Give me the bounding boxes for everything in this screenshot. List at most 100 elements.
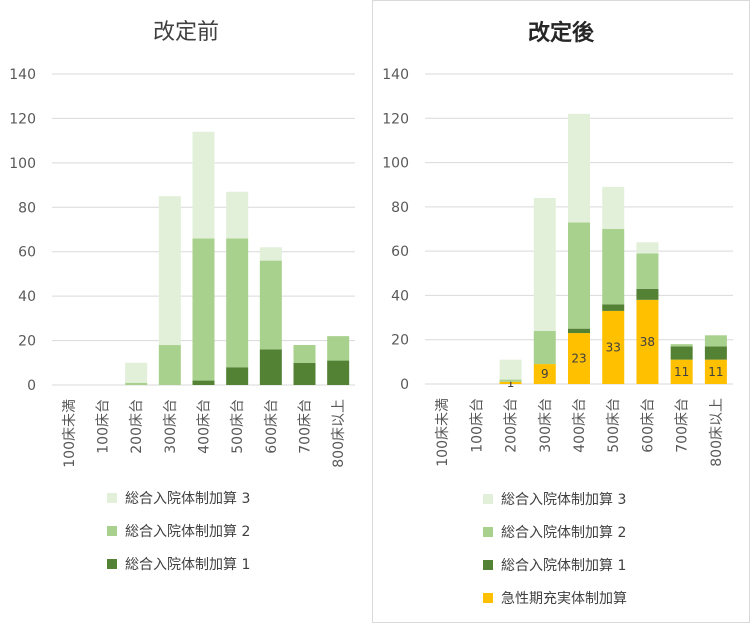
chart-panel-before: 改定前 0 20 40 60 80 100 120 140 100床未満 100床台 200床台 30… — [0, 0, 372, 623]
legend-swatch — [107, 493, 117, 503]
data-label: 38 — [640, 335, 655, 349]
bar-segment — [533, 330, 556, 365]
y-tick-label: 40 — [18, 289, 36, 305]
bar-segment — [192, 380, 215, 385]
legend-label: 総合入院体制加算 3 — [125, 491, 251, 507]
data-label: 11 — [674, 365, 689, 379]
y-tick-label: 80 — [391, 200, 409, 216]
x-tick-label: 100床台 — [96, 399, 112, 454]
legend-swatch — [107, 559, 117, 569]
bar-segment — [602, 310, 625, 384]
chart-svg-before: 0 20 40 60 80 100 120 140 100床未満 100床台 200床台 300床台 4… — [9, 67, 355, 468]
legend-item: 総合入院体制加算 2 — [107, 521, 250, 541]
legend-swatch — [107, 526, 117, 536]
bar-segment — [568, 222, 590, 329]
legend-swatch — [483, 527, 493, 537]
y-tick-label: 60 — [391, 244, 409, 260]
bar-segment — [636, 242, 659, 254]
legend-item: 急性期充実体制加算 — [483, 588, 627, 608]
chart-panel-after: 改定後 0 20 40 60 80 100 120 140 100床未満 100床台 1 200床台 9… — [372, 0, 750, 623]
bar-segment — [636, 288, 659, 300]
bar-segment — [670, 359, 693, 384]
chart-svg-after: 0 20 40 60 80 100 120 140 100床未満 100床台 1 200床台 9 300床… — [382, 67, 733, 467]
x-tick-label: 200床台 — [504, 398, 520, 453]
data-label: 9 — [541, 367, 549, 381]
data-label: 33 — [606, 340, 621, 354]
y-tick-label: 120 — [9, 111, 36, 127]
bar-segment — [704, 359, 727, 384]
y-tick-label: 100 — [9, 156, 36, 172]
x-tick-label: 700床台 — [298, 399, 314, 454]
y-tick-label: 20 — [391, 333, 409, 349]
x-tick-label: 700床台 — [675, 398, 691, 453]
y-tick-label: 0 — [27, 378, 36, 394]
x-tick-label: 200床台 — [129, 399, 145, 454]
y-tick-label: 20 — [18, 334, 36, 350]
chart-title: 改定後 — [527, 21, 594, 46]
legend-label: 総合入院体制加算 2 — [501, 525, 627, 541]
x-tick-label: 400床台 — [572, 398, 588, 453]
y-tick-label: 0 — [400, 377, 409, 393]
data-label: 11 — [708, 365, 723, 379]
bar-segment — [192, 131, 215, 239]
bar-segment — [602, 304, 625, 311]
x-tick-label: 300床台 — [163, 399, 179, 454]
bar-segment — [293, 345, 316, 363]
y-tick-label: 60 — [18, 245, 36, 261]
x-tick-label: 800床以上 — [709, 398, 725, 467]
y-tick-label: 120 — [382, 111, 409, 127]
legend-item: 総合入院体制加算 3 — [107, 488, 250, 508]
data-label: 23 — [571, 352, 586, 366]
bar-segment — [259, 260, 282, 350]
x-tick-label: 100床未満 — [62, 399, 78, 468]
x-tick-label: 600床台 — [264, 399, 280, 454]
bar-segment — [670, 344, 693, 347]
bar-segment — [499, 379, 522, 382]
bar-segment — [636, 299, 659, 384]
x-tick-label: 500床台 — [230, 399, 246, 454]
legend-item: 総合入院体制加算 1 — [483, 555, 626, 575]
bar-segment — [636, 253, 659, 289]
legend-label: 総合入院体制加算 1 — [125, 557, 251, 573]
bar-segment — [327, 336, 350, 361]
bar-segment — [158, 196, 181, 346]
bar-segment — [293, 362, 316, 385]
x-tick-label: 300床台 — [538, 398, 554, 453]
y-tick-label: 40 — [391, 288, 409, 304]
x-tick-label: 100床未満 — [435, 398, 451, 467]
bar-segment — [704, 335, 727, 347]
bar-segment — [670, 346, 693, 360]
y-tick-label: 100 — [382, 156, 409, 172]
x-tick-label: 400床台 — [197, 399, 213, 454]
bar-segment — [533, 364, 556, 384]
bar-segment — [499, 381, 522, 384]
x-tick-label: 800床以上 — [331, 399, 347, 468]
x-tick-label: 600床台 — [640, 398, 656, 453]
y-tick-label: 80 — [18, 200, 36, 216]
chart-title: 改定前 — [152, 20, 219, 45]
bar-segment — [125, 362, 148, 383]
bar-segment — [226, 238, 249, 368]
bar-segment — [125, 382, 148, 385]
bar-segment — [533, 198, 556, 331]
bar-segment — [327, 360, 350, 385]
legend-label: 総合入院体制加算 1 — [501, 558, 627, 574]
bar-segment — [158, 345, 181, 385]
data-label: 1 — [507, 376, 515, 390]
bar-segment — [226, 367, 249, 385]
legend-swatch — [483, 593, 493, 603]
bar-segment — [568, 113, 590, 223]
legend-label: 総合入院体制加算 3 — [501, 492, 627, 508]
legend-item: 総合入院体制加算 2 — [483, 522, 626, 542]
bar-segment — [704, 346, 727, 360]
bar-segment — [259, 247, 282, 261]
bar-segment — [568, 333, 590, 384]
y-tick-label: 140 — [382, 67, 409, 83]
bar-segment — [226, 191, 249, 239]
legend-item: 総合入院体制加算 3 — [483, 489, 626, 509]
legend-item: 総合入院体制加算 1 — [107, 554, 250, 574]
bar-segment — [259, 349, 282, 385]
bar-segment — [602, 186, 625, 229]
legend-swatch — [483, 494, 493, 504]
y-tick-label: 140 — [9, 67, 36, 83]
